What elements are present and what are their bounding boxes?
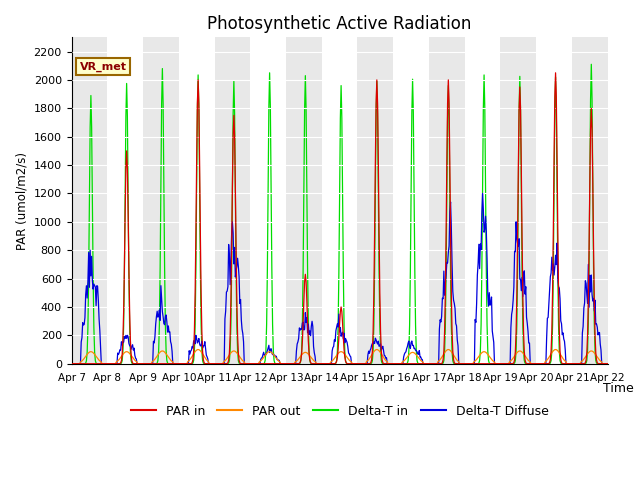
Bar (108, 37, 143, 364)
Bar (72, 37, 108, 364)
Text: VR_met: VR_met (79, 62, 127, 72)
Title: Photosynthetic Active Radiation: Photosynthetic Active Radiation (207, 15, 472, 33)
Bar (286, 37, 322, 364)
Bar (465, 37, 500, 364)
Y-axis label: PAR (umol/m2/s): PAR (umol/m2/s) (15, 152, 28, 250)
Bar (429, 37, 465, 364)
Bar (393, 37, 429, 364)
Bar (179, 37, 214, 364)
Bar (143, 37, 179, 364)
X-axis label: Time: Time (603, 382, 634, 395)
Bar (322, 37, 358, 364)
Legend: PAR in, PAR out, Delta-T in, Delta-T Diffuse: PAR in, PAR out, Delta-T in, Delta-T Dif… (125, 400, 554, 423)
Bar (358, 37, 393, 364)
Bar (250, 37, 286, 364)
Bar (500, 37, 536, 364)
Bar (536, 37, 572, 364)
Bar (572, 37, 608, 364)
Bar (214, 37, 250, 364)
